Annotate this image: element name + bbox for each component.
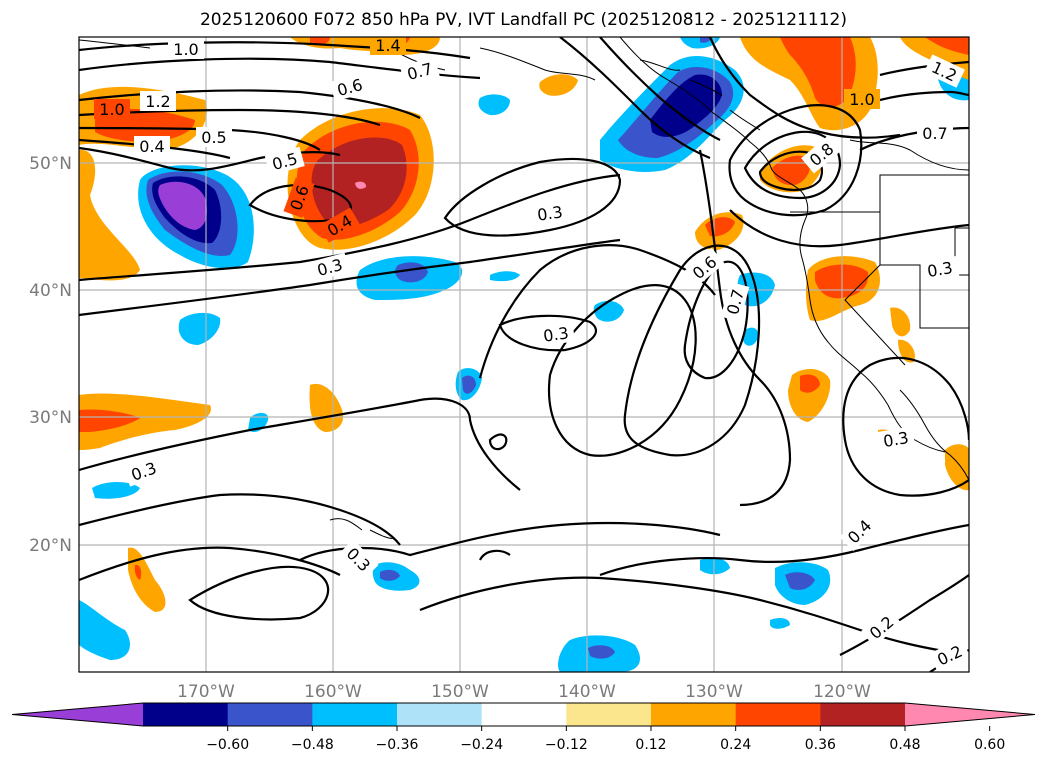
shade-negative [158,181,207,230]
colorbar-tick-label: −0.36 [376,737,419,753]
contour-label: 0.3 [536,202,564,224]
shade-negative [92,482,140,499]
latitude-labels: 50°N 40°N 30°N 20°N [29,154,72,556]
contour-label: 0.4 [139,137,164,156]
shade-positive [79,409,140,432]
shade-positive [539,74,578,96]
shade-positive [134,564,142,580]
shade-negative [478,94,510,116]
shade-positive [925,37,969,55]
shade-positive [780,37,856,107]
shade-negative [79,600,130,660]
colorbar: −0.60 −0.48 −0.36 −0.24 −0.12 0.12 0.24 0.36 0.4… [11,702,1036,753]
lat-label: 20°N [29,536,72,556]
shade-negative [490,271,520,282]
shade-negative [588,645,615,659]
shade-negative [743,327,759,346]
colorbar-segment [651,703,737,726]
lon-label: 140°W [558,682,616,702]
colorbar-segment [143,703,229,726]
longitude-labels: 170°W 160°W 150°W 140°W 130°W 120°W [177,682,871,702]
shade-positive [890,307,911,337]
colorbar-segment [566,703,652,726]
lon-label: 160°W [304,682,362,702]
map-frame [78,36,970,673]
contour-label: 1.2 [145,92,170,111]
lon-label: 150°W [431,682,489,702]
page-title: 2025120600 F072 850 hPa PV, IVT Landfall… [199,10,847,30]
shade-positive [79,149,140,281]
shade-negative [178,312,221,345]
coastlines [79,37,969,539]
colorbar-outline [11,702,1036,727]
colorbar-segment [820,703,906,726]
colorbar-segment [481,703,567,726]
colorbar-segment [312,703,398,726]
shade-negative [650,74,722,137]
shade-negative [700,557,730,575]
map-layers: 1.0 1.4 0.7 0.6 1.0 1.2 0.4 0.5 0.6 0.5 … [79,36,969,672]
colorbar-tick-label: 0.24 [720,737,751,753]
contour-label: 1.4 [375,36,400,55]
contour-label: 1.0 [849,90,874,109]
shade-positive [128,547,166,612]
contour-label: 0.3 [926,258,954,281]
contour-label: 0.7 [922,124,947,143]
contour-label: 0.5 [201,128,226,147]
shade-positive [788,368,831,422]
shade-positive [79,393,211,450]
colorbar-segment [735,703,821,726]
colorbar-tick-label: −0.60 [206,737,249,753]
colorbar-tick-label: 0.12 [635,737,666,753]
lat-label: 40°N [29,281,72,301]
colorbar-extend-high [905,703,1035,726]
shade-positive [355,181,367,189]
shade-positive [800,374,820,393]
lat-label: 30°N [29,408,72,428]
colorbar-segment [227,703,313,726]
contour-label: 1.0 [173,40,198,59]
colorbar-tick-label: −0.12 [545,737,588,753]
colorbar-tick-label: 0.60 [974,737,1005,753]
shade-positive [898,339,915,363]
shade-positive [309,383,344,432]
colorbar-tick-label: −0.24 [460,737,503,753]
colorbar-extend-low [12,703,143,726]
shade-negative [700,37,712,43]
shade-negative [770,617,790,629]
colorbar-tick-label: 0.36 [805,737,836,753]
shade-negative [380,569,400,581]
contour-labels: 1.0 1.4 0.7 0.6 1.0 1.2 0.4 0.5 0.6 0.5 … [94,36,969,672]
lon-label: 130°W [685,682,743,702]
colorbar-segment [397,703,483,726]
lon-label: 120°W [813,682,871,702]
colorbar-tick-label: 0.48 [889,737,920,753]
contour-label: 0.3 [542,323,570,345]
lat-label: 50°N [29,154,72,174]
lon-label: 170°W [177,682,235,702]
shade-negative [785,572,815,590]
shade-negative [462,375,476,394]
contour-label: 0.3 [882,428,910,451]
colorbar-tick-label: −0.48 [291,737,334,753]
contour-label: 1.0 [99,100,124,119]
